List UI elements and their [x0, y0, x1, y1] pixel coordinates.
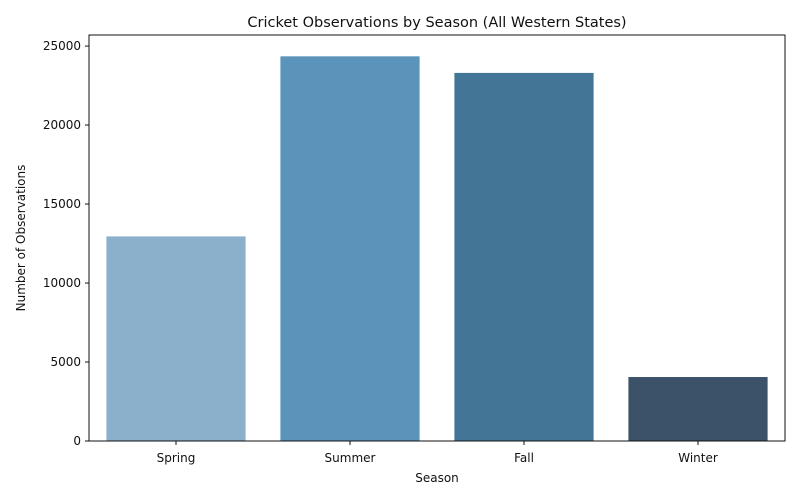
x-tick-label: Spring [157, 451, 196, 465]
y-tick-label: 15000 [43, 197, 81, 211]
x-axis-label: Season [415, 471, 459, 485]
bar-fall [454, 72, 594, 441]
bar-summer [280, 56, 420, 442]
y-tick-label: 20000 [43, 118, 81, 132]
bars [106, 56, 768, 442]
y-axis-label: Number of Observations [14, 165, 28, 312]
x-tick-label: Summer [325, 451, 376, 465]
y-tick-label: 25000 [43, 39, 81, 53]
y-tick-label: 10000 [43, 276, 81, 290]
plot-frame [88, 34, 786, 442]
y-axis-ticks: 0 5000 10000 15000 20000 25000 [43, 39, 89, 448]
x-tick-label: Winter [678, 451, 718, 465]
chart-title: Cricket Observations by Season (All West… [247, 15, 626, 31]
y-tick-label: 5000 [50, 355, 81, 369]
x-tick-label: Fall [514, 451, 534, 465]
x-axis-ticks: Spring Summer Fall Winter [157, 441, 718, 465]
bar-winter [628, 377, 768, 441]
y-tick-label: 0 [73, 434, 81, 448]
bar-spring [106, 236, 246, 441]
